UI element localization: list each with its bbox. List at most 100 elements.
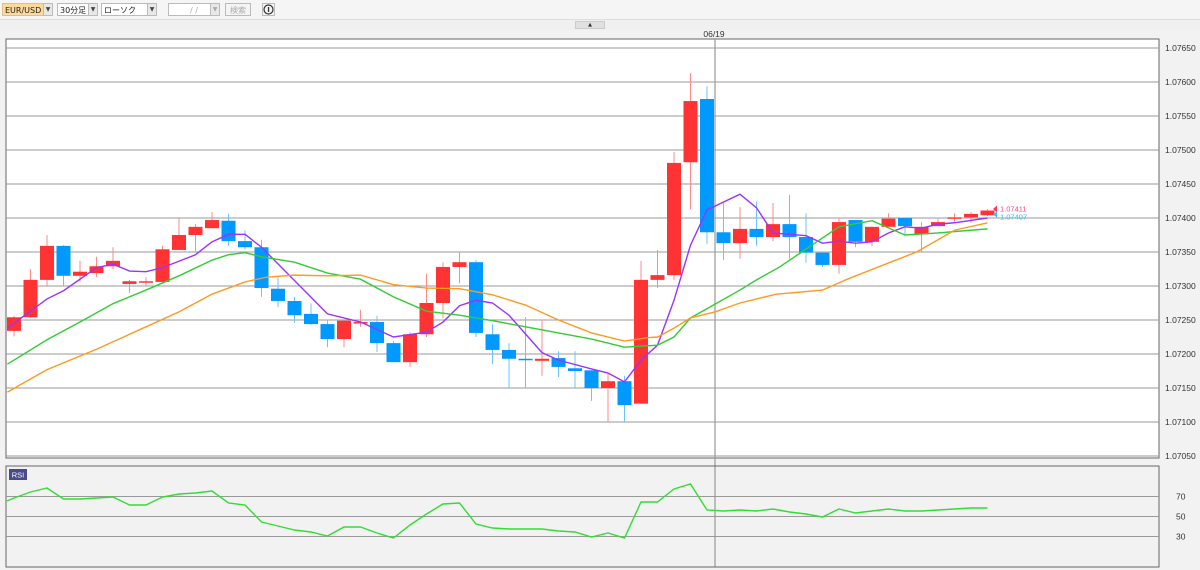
candle <box>155 245 170 284</box>
candle-body-up <box>452 262 467 267</box>
candle <box>56 245 71 286</box>
price-tick-label: 1.07650 <box>1165 43 1196 53</box>
candle <box>914 222 929 252</box>
candle-body-up <box>832 222 846 265</box>
info-button[interactable] <box>262 3 275 16</box>
candle-body-down <box>370 322 384 344</box>
candle <box>502 343 516 389</box>
rsi-line <box>6 483 988 539</box>
candle-body-down <box>386 343 401 363</box>
candle-body-up <box>73 271 87 276</box>
date-row <box>0 30 1200 39</box>
price-tick-label: 1.07450 <box>1165 179 1196 189</box>
moving-average-line-ma_long <box>7 222 988 393</box>
candle-body-down <box>304 313 318 325</box>
candle-body-up <box>683 101 698 163</box>
ask-price-label: 1.07411 <box>1000 205 1027 214</box>
candle <box>287 296 302 323</box>
candle <box>469 260 483 337</box>
rsi-level-label: 30 <box>1176 532 1186 542</box>
candle <box>452 252 467 284</box>
candle-body-down <box>716 232 731 244</box>
price-tick-label: 1.07200 <box>1165 349 1196 359</box>
candle <box>40 235 54 286</box>
candle-body-down <box>898 218 912 227</box>
candle <box>320 320 335 348</box>
bid-marker-icon <box>993 211 997 218</box>
candle-body-down <box>815 252 830 265</box>
candle-body-up <box>419 303 434 335</box>
timeframe-select[interactable]: 30分足 <box>57 3 97 16</box>
candle-body-down <box>469 262 483 333</box>
collapse-toolbar-button[interactable]: ▲ <box>575 21 605 29</box>
candle <box>865 226 879 246</box>
candle <box>205 211 219 229</box>
candle <box>980 209 995 216</box>
candle <box>337 320 351 348</box>
date-dropdown-icon[interactable]: ▼ <box>210 3 220 16</box>
price-tick-label: 1.07300 <box>1165 281 1196 291</box>
candle <box>634 260 648 404</box>
rsi-badge <box>9 469 27 480</box>
symbol-select[interactable]: EUR/USD <box>2 3 52 16</box>
symbol-dropdown-icon[interactable]: ▼ <box>43 3 53 16</box>
candle <box>535 319 549 376</box>
candle-body-up <box>601 381 615 388</box>
candle-body-down <box>56 245 71 276</box>
candle-body-up <box>205 220 219 229</box>
candle-body-down <box>320 324 335 340</box>
candle-body-down <box>584 370 599 388</box>
ask-marker-icon <box>993 205 997 213</box>
candle-body-up <box>535 358 549 361</box>
candle-body-up <box>172 235 186 250</box>
candle-body-down <box>749 228 764 238</box>
chart-type-dropdown-icon[interactable]: ▼ <box>147 3 157 16</box>
candle-body-up <box>980 210 995 216</box>
candle-body-up <box>634 279 648 404</box>
candle-body-up <box>155 249 170 282</box>
candle-body-up <box>881 218 896 227</box>
timeframe-value: 30分足 <box>60 6 87 15</box>
candle <box>518 317 533 389</box>
candle <box>304 303 318 325</box>
date-label: 06/19 <box>703 29 725 39</box>
candle-body-down <box>238 241 252 248</box>
date-input-value: / / <box>190 6 198 15</box>
price-tick-label: 1.07350 <box>1165 247 1196 257</box>
candle-body-up <box>914 226 929 235</box>
candle <box>799 213 813 263</box>
candle-body-up <box>436 266 450 303</box>
search-button[interactable]: 検索 <box>225 3 251 16</box>
candle <box>139 277 153 286</box>
candle-body-down <box>502 349 516 359</box>
candle-body-up <box>89 266 104 274</box>
moving-average-line-ma_short <box>6 193 988 383</box>
candle <box>551 351 566 378</box>
candle-body-down <box>568 368 582 371</box>
candle <box>172 218 186 250</box>
candle <box>188 224 203 253</box>
toolbar: EUR/USD ▼ 30分足 ▼ ローソク(BID) ▼ / / ▼ 検索 <box>0 0 1200 28</box>
rsi-level-label: 70 <box>1176 492 1186 502</box>
candle <box>815 252 830 267</box>
candle-body-down <box>700 99 714 233</box>
candle-body-down <box>271 288 285 301</box>
price-tick-label: 1.07100 <box>1165 417 1196 427</box>
candle <box>947 213 962 223</box>
info-circle-icon <box>263 4 274 15</box>
candle <box>617 375 632 422</box>
candle-body-up <box>40 245 54 280</box>
bid-price-label: 1.07407 <box>1000 213 1027 222</box>
candle-body-down <box>287 300 302 316</box>
candle-body-up <box>122 281 137 284</box>
candle-body-down <box>485 334 500 350</box>
candle-body-up <box>964 213 978 218</box>
candle-body-down <box>518 358 533 361</box>
price-tick-label: 1.07400 <box>1165 213 1196 223</box>
symbol-value: EUR/USD <box>5 6 42 15</box>
candle-body-up <box>139 281 153 283</box>
timeframe-dropdown-icon[interactable]: ▼ <box>88 3 98 16</box>
candle <box>881 213 896 227</box>
price-axis <box>1160 39 1200 458</box>
